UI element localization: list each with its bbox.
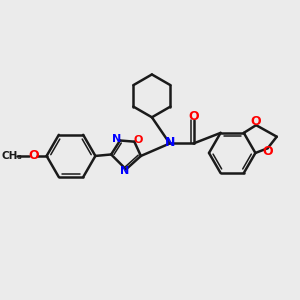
Text: O: O — [188, 110, 199, 123]
Text: N: N — [120, 167, 129, 176]
Text: O: O — [133, 136, 142, 146]
Text: O: O — [262, 145, 273, 158]
Text: N: N — [112, 134, 121, 144]
Text: N: N — [164, 136, 175, 149]
Text: O: O — [28, 149, 38, 162]
Text: CH₃: CH₃ — [1, 151, 22, 161]
Text: O: O — [251, 115, 261, 128]
